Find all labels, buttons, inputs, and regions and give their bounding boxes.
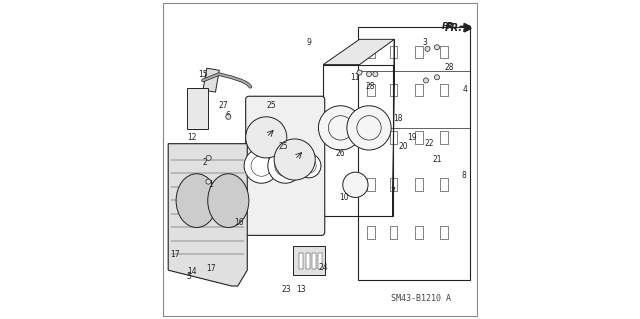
Bar: [415, 46, 423, 58]
Bar: [203, 68, 220, 92]
Text: 7: 7: [390, 187, 395, 196]
Circle shape: [268, 148, 303, 183]
Polygon shape: [393, 39, 394, 216]
Text: 27: 27: [219, 101, 228, 110]
Text: 4: 4: [463, 85, 468, 94]
Bar: [390, 46, 397, 58]
Circle shape: [424, 78, 428, 83]
Bar: [367, 84, 375, 96]
Bar: [415, 84, 423, 96]
Text: 16: 16: [234, 218, 244, 227]
Circle shape: [274, 139, 316, 180]
Circle shape: [373, 71, 378, 77]
Text: 17: 17: [206, 264, 216, 273]
Circle shape: [435, 45, 440, 50]
Bar: [415, 131, 423, 144]
Ellipse shape: [208, 174, 249, 227]
Text: 25: 25: [279, 142, 289, 151]
Text: FR.: FR.: [444, 23, 462, 33]
Bar: [440, 226, 448, 239]
Circle shape: [343, 172, 368, 197]
Text: 14: 14: [187, 267, 196, 276]
Text: 1: 1: [209, 180, 213, 189]
Bar: [367, 46, 375, 58]
Bar: [306, 253, 310, 269]
Text: 18: 18: [393, 114, 402, 123]
Bar: [440, 178, 448, 191]
Circle shape: [297, 154, 321, 178]
Circle shape: [206, 155, 211, 160]
Circle shape: [425, 46, 430, 51]
Ellipse shape: [176, 174, 217, 227]
Bar: [367, 178, 375, 191]
Text: 9: 9: [307, 38, 312, 47]
Text: 22: 22: [424, 139, 434, 148]
Text: 11: 11: [350, 73, 360, 82]
Bar: [390, 178, 397, 191]
Bar: [319, 253, 322, 269]
Text: 28: 28: [366, 82, 375, 91]
Circle shape: [347, 106, 391, 150]
Circle shape: [367, 71, 372, 77]
Text: SM43-B1210 A: SM43-B1210 A: [391, 294, 451, 303]
FancyBboxPatch shape: [246, 96, 324, 235]
Bar: [440, 46, 448, 58]
Bar: [440, 131, 448, 144]
Text: 10: 10: [339, 193, 349, 202]
Circle shape: [246, 117, 287, 158]
Circle shape: [357, 70, 362, 75]
Circle shape: [206, 179, 211, 184]
Text: 6: 6: [226, 111, 231, 120]
Text: 21: 21: [432, 155, 442, 164]
Text: 15: 15: [198, 70, 208, 78]
Bar: [367, 131, 375, 144]
Text: 3: 3: [422, 38, 427, 47]
Bar: [415, 178, 423, 191]
Text: 24: 24: [318, 263, 328, 271]
Circle shape: [226, 114, 231, 119]
FancyBboxPatch shape: [293, 247, 324, 275]
Circle shape: [319, 106, 363, 150]
Bar: [390, 226, 397, 239]
Text: 17: 17: [170, 250, 179, 259]
FancyBboxPatch shape: [187, 88, 208, 130]
Circle shape: [435, 75, 440, 80]
Bar: [390, 131, 397, 144]
Text: 20: 20: [399, 142, 408, 151]
Text: 12: 12: [187, 133, 196, 142]
Polygon shape: [323, 39, 394, 65]
Bar: [367, 226, 375, 239]
Bar: [300, 253, 303, 269]
Bar: [415, 226, 423, 239]
Circle shape: [244, 148, 279, 183]
Text: 8: 8: [461, 171, 467, 180]
Text: 23: 23: [282, 285, 292, 294]
Text: 28: 28: [445, 63, 454, 72]
Bar: [440, 84, 448, 96]
Text: 2: 2: [202, 158, 207, 167]
Text: 5: 5: [186, 272, 191, 281]
Polygon shape: [168, 144, 247, 286]
Text: 25: 25: [266, 101, 276, 110]
Text: 26: 26: [336, 149, 346, 158]
Bar: [390, 84, 397, 96]
Text: 13: 13: [296, 285, 306, 294]
Text: FR.: FR.: [442, 22, 458, 31]
Text: 19: 19: [407, 133, 417, 142]
Bar: [312, 253, 316, 269]
